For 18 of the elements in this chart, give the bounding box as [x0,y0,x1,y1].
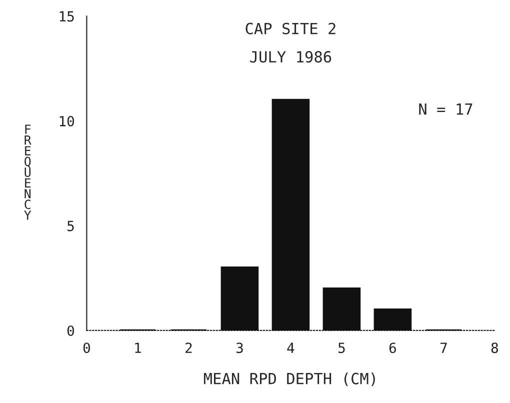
chart-title: CAP SITE 2 [246,22,336,34]
annotation: N = 17 [419,104,472,115]
x-tick-label: 4 [287,342,294,353]
x-tick-label: 7 [440,342,447,353]
y-tick-label: 15 [60,11,74,22]
x-tick-label: 6 [389,342,396,354]
x-tick-label: 2 [186,342,192,353]
x-tick-label: 3 [236,342,243,354]
x-tick-label: 5 [338,342,345,354]
y-tick-label: 10 [60,116,74,126]
x-tick-label: 0 [83,342,90,354]
x-tick-label: 1 [135,342,141,353]
text: JULY 1986 [250,51,332,63]
y-tick-label: 0 [67,325,74,336]
text: FREQUENCY [24,124,32,220]
x-axis-title: MEAN RPD DEPTH (CM) [204,372,375,386]
x-tick-label: 8 [491,342,498,354]
y-tick-label: 5 [68,220,74,232]
